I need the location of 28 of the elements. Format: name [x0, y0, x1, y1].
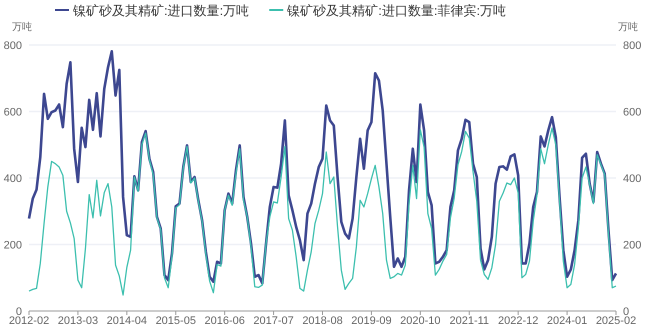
x-tick-label: 2021-11 — [449, 315, 490, 327]
y-tick-label: 600 — [4, 106, 22, 118]
x-tick-label: 2022-12 — [498, 315, 538, 327]
y2-axis-title: 万吨 — [618, 21, 638, 33]
x-tick-label: 2013-03 — [58, 315, 98, 327]
x-tick-label: 2020-10 — [400, 315, 441, 327]
x-tick-label: 2019-09 — [351, 315, 392, 327]
y2-tick-label: 0 — [623, 306, 630, 318]
y-tick-label: 400 — [4, 173, 22, 185]
x-tick-label: 2014-04 — [106, 315, 148, 327]
y2-tick-label: 200 — [623, 240, 642, 252]
y2-tick-label: 400 — [623, 173, 642, 185]
y-axis-title: 万吨 — [12, 21, 32, 33]
y-tick-label: 0 — [16, 306, 22, 318]
x-tick-label: 2016-06 — [204, 315, 245, 327]
x-tick-label: 2018-08 — [302, 315, 343, 327]
legend-label: 镍矿砂及其精矿:进口数量:菲律宾:万吨 — [286, 3, 506, 18]
y2-tick-label: 800 — [623, 40, 642, 52]
legend-label: 镍矿砂及其精矿:进口数量:万吨 — [72, 3, 250, 18]
y-tick-label: 200 — [4, 240, 22, 252]
x-tick-label: 2015-05 — [156, 315, 196, 327]
x-tick-label: 2025-02 — [596, 315, 636, 327]
y2-tick-label: 600 — [623, 106, 642, 118]
line-series — [28, 127, 617, 296]
x-tick-label: 2012-02 — [8, 315, 50, 327]
x-tick-label: 2017-07 — [253, 315, 294, 327]
x-tick-label: 2024-01 — [546, 315, 588, 327]
y-tick-label: 800 — [4, 40, 22, 52]
